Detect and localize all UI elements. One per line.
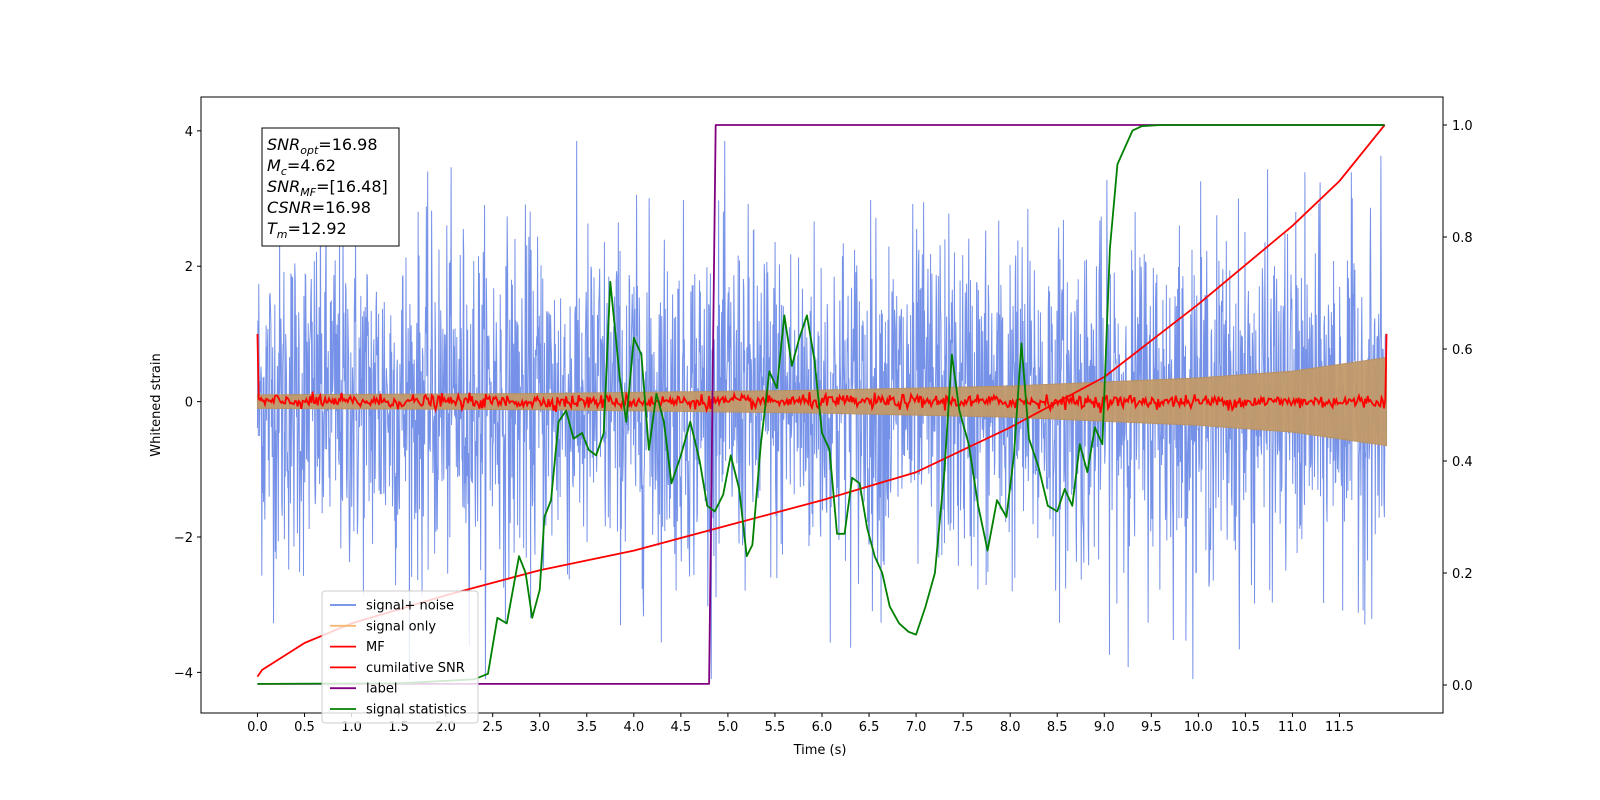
y2-tick-label: 0.8 — [1452, 231, 1473, 246]
y-tick-label: −2 — [174, 531, 193, 546]
x-tick-label: 5.0 — [718, 720, 739, 735]
x-tick-label: 10.5 — [1231, 720, 1260, 735]
y-tick-label: 0 — [185, 396, 193, 411]
legend-entry: signal statistics — [366, 703, 467, 718]
series-label — [257, 124, 1385, 685]
x-tick-label: 11.0 — [1278, 720, 1307, 735]
y-tick-label: 2 — [185, 260, 193, 275]
x-tick-label: 11.5 — [1325, 720, 1354, 735]
x-tick-label: 3.5 — [576, 720, 597, 735]
info-line: SNRMF=[16.48] — [267, 177, 388, 199]
series-signal-statistics — [257, 124, 1385, 685]
x-tick-label: 4.5 — [671, 720, 692, 735]
x-tick-label: 9.5 — [1141, 720, 1162, 735]
info-line: Mc=4.62 — [267, 156, 336, 178]
x-tick-label: 7.5 — [953, 720, 974, 735]
y2-tick-label: 0.2 — [1452, 567, 1473, 582]
x-tick-label: 9.0 — [1094, 720, 1115, 735]
y2-tick-label: 0.6 — [1452, 343, 1473, 358]
x-tick-label: 1.5 — [388, 720, 409, 735]
y2-tick-label: 0.4 — [1452, 455, 1473, 470]
x-axis: 0.0 0.5 1.0 1.5 2.0 2.5 3.0 3.5 4.0 4.5 5.0 5.5 6.0 6… — [247, 713, 1354, 735]
legend-entry: label — [366, 682, 397, 697]
x-axis-label: Time (s) — [793, 743, 847, 758]
x-tick-label: 5.5 — [765, 720, 786, 735]
x-tick-label: 3.0 — [529, 720, 550, 735]
info-box-frame — [261, 127, 400, 247]
series-signal-noise — [256, 140, 1388, 680]
x-tick-label: 4.0 — [623, 720, 644, 735]
info-line: Tm=12.92 — [267, 219, 347, 241]
y-axis-left: −4 −2 0 2 4 — [174, 125, 201, 681]
x-tick-label: 10.0 — [1184, 720, 1213, 735]
x-tick-label: 6.0 — [812, 720, 833, 735]
y-tick-label: 4 — [185, 125, 193, 140]
x-tick-label: 2.5 — [482, 720, 503, 735]
x-tick-label: 2.0 — [435, 720, 456, 735]
y-axis-right: 0.0 0.2 0.4 0.6 0.8 1.0 — [1443, 119, 1473, 694]
legend-entry: signal only — [366, 619, 436, 634]
y-axis-label: Whitened strain — [149, 353, 164, 456]
y2-tick-label: 1.0 — [1452, 119, 1473, 134]
legend-entry: cumilative SNR — [366, 661, 465, 676]
y-tick-label: −4 — [174, 666, 193, 681]
x-tick-label: 6.5 — [859, 720, 880, 735]
x-tick-label: 8.5 — [1047, 720, 1068, 735]
info-line: CSNR=16.98 — [267, 198, 371, 217]
series-mf — [256, 333, 1388, 414]
x-tick-label: 8.0 — [1000, 720, 1021, 735]
y2-tick-label: 0.0 — [1452, 679, 1473, 694]
x-tick-label: 1.0 — [341, 720, 362, 735]
x-tick-label: 7.0 — [906, 720, 927, 735]
x-tick-label: 0.5 — [294, 720, 315, 735]
legend-entry: signal+ noise — [366, 599, 454, 614]
legend-entry: MF — [366, 640, 385, 655]
x-tick-label: 0.0 — [247, 720, 268, 735]
legend-frame — [321, 590, 479, 724]
info-annotation-box: SNRopt=16.98Mc=4.62SNRMF=[16.48]CSNR=16.… — [261, 127, 400, 247]
legend: signal+ noise signal only MF cumilative SNR… — [321, 590, 479, 724]
info-line: SNRopt=16.98 — [267, 135, 378, 157]
